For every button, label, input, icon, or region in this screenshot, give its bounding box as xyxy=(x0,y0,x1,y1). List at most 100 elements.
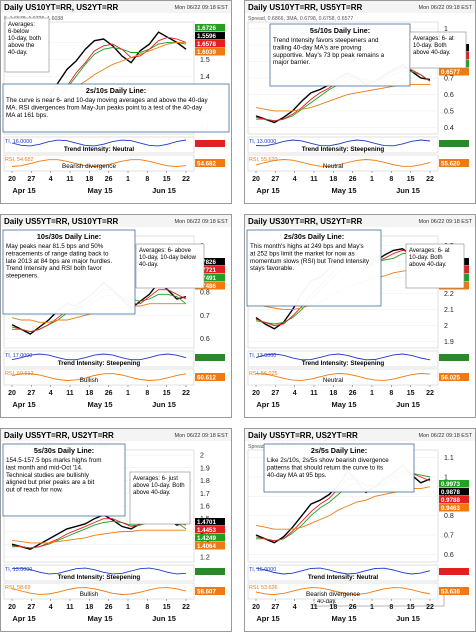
rsi-label: Bullish xyxy=(80,591,99,598)
x-tick-label: 22 xyxy=(182,390,190,397)
x-tick-label: 18 xyxy=(85,176,93,183)
ti-value: TI, 13.0000 xyxy=(249,353,276,359)
x-tick-label: 8 xyxy=(145,176,149,183)
x-tick-label: 22 xyxy=(182,176,190,183)
x-tick-label: 4 xyxy=(293,176,297,183)
x-tick-label: 8 xyxy=(145,390,149,397)
value-tag-bg xyxy=(439,488,469,496)
month-label: Jun 15 xyxy=(396,614,420,623)
ti-line xyxy=(11,139,187,147)
x-tick-label: 11 xyxy=(310,390,318,397)
chart-date: Mon 06/22 09:18 EST xyxy=(418,5,472,11)
ti-label: Trend Intensity: Steepening xyxy=(302,146,385,153)
y-tick-label: 1.1 xyxy=(444,455,454,462)
y-tick-label: 1.6 xyxy=(200,504,210,511)
title-bar xyxy=(1,429,231,441)
x-tick-label: 22 xyxy=(426,390,434,397)
month-label: Apr 15 xyxy=(12,614,35,623)
value-tag-bg xyxy=(439,480,469,488)
x-tick-label: 26 xyxy=(105,176,113,183)
x-tick-label: 1 xyxy=(126,390,130,397)
rsi-tag-bg xyxy=(439,373,469,381)
y-tick-label: 2 xyxy=(444,323,448,330)
ti-line xyxy=(255,353,431,361)
value-tag-bg xyxy=(195,542,225,550)
ti-tag xyxy=(195,568,225,575)
x-tick-label: 22 xyxy=(182,604,190,611)
series-line-3 xyxy=(11,529,186,544)
title-bar xyxy=(245,429,475,441)
chart-svg: Daily US5YT=RR, US10YT=RR Mon 06/22 09:18… xyxy=(0,214,232,418)
x-tick-label: 26 xyxy=(349,176,357,183)
month-label: Apr 15 xyxy=(12,186,35,195)
commentary-body: Like 2s/10s, 2s/5s show bearish divergen… xyxy=(267,457,389,479)
x-tick-label: 27 xyxy=(27,604,35,611)
ti-value: TI, 16.0000 xyxy=(249,567,276,573)
averages-box xyxy=(135,243,205,289)
rsi-line xyxy=(11,587,187,595)
y-tick-label: 0.7 xyxy=(200,313,210,320)
value-tag-bg xyxy=(195,258,225,266)
ti-tag xyxy=(195,140,225,147)
rsi-pane xyxy=(247,368,439,386)
x-tick-label: 27 xyxy=(27,390,35,397)
month-label: Jun 15 xyxy=(396,186,420,195)
ti-pane xyxy=(3,564,195,582)
rsi-tag: 55.620 xyxy=(441,161,460,168)
value-tag-bg xyxy=(439,496,469,504)
value-tag: 0.7826 xyxy=(197,259,216,266)
commentary-title: 2s/10s Daily Line: xyxy=(86,86,146,95)
rsi-value: RSI, 55.620 xyxy=(249,157,277,163)
chart-svg: Daily US5YT=RR, US2YT=RR Mon 06/22 09:18 … xyxy=(244,428,476,632)
rsi-tag: 56.025 xyxy=(441,375,460,382)
chart-panel-2s30s: Daily US30YT=RR, US2YT=RR Mon 06/22 09:18… xyxy=(244,214,476,418)
rsi-pane xyxy=(3,582,195,600)
ti-tag xyxy=(439,354,469,361)
x-tick-label: 1 xyxy=(126,604,130,611)
month-label: Jun 15 xyxy=(396,400,420,409)
x-tick-label: 27 xyxy=(27,176,35,183)
y-tick-label: 2 xyxy=(200,453,204,460)
value-tag-bg xyxy=(195,534,225,542)
y-tick-label: 1.7 xyxy=(200,491,210,498)
rsi-label: Bullish xyxy=(80,377,99,384)
x-tick-label: 15 xyxy=(407,390,415,397)
averages-text: Averages: 6- at 10-day. Both above 40-day. xyxy=(413,36,454,56)
x-tick-label: 8 xyxy=(389,604,393,611)
rsi-label: Bearish divergence xyxy=(306,591,360,598)
chart-title: Daily US10YT=RR, US2YT=RR xyxy=(4,3,118,12)
x-tick-label: 1 xyxy=(126,176,130,183)
y-tick-label: 1.8 xyxy=(200,478,210,485)
chart-panel-5s10s: Daily US10YT=RR, US5YT=RR Mon 06/22 09:18… xyxy=(244,0,476,204)
rsi-value: RSI, 60.612 xyxy=(5,371,33,377)
averages-box xyxy=(4,17,50,73)
month-label: May 15 xyxy=(331,614,356,623)
chart-date: Mon 06/22 09:18 EST xyxy=(174,433,228,439)
month-label: May 15 xyxy=(87,614,112,623)
x-tick-label: 4 xyxy=(49,390,53,397)
y-tick-label: 1.4 xyxy=(200,74,210,81)
y-tick-label: 0.6 xyxy=(444,552,454,559)
commentary-title: 5s/10s Daily Line: xyxy=(310,26,370,35)
value-tag: 1.6039 xyxy=(197,49,216,56)
commentary-title: 10s/30s Daily Line: xyxy=(37,232,101,241)
value-tag: 0.7486 xyxy=(197,283,216,290)
value-tag-bg xyxy=(439,68,469,76)
x-tick-label: 15 xyxy=(163,390,171,397)
x-tick-label: 20 xyxy=(252,176,260,183)
x-tick-label: 26 xyxy=(349,604,357,611)
x-tick-label: 20 xyxy=(8,390,16,397)
averages-box xyxy=(409,31,467,69)
commentary-box xyxy=(263,443,415,493)
x-tick-label: 8 xyxy=(389,390,393,397)
rsi-line xyxy=(255,587,431,595)
rsi-line xyxy=(255,159,431,167)
y-tick-label: 1.9 xyxy=(200,465,210,472)
month-label: Apr 15 xyxy=(256,400,279,409)
ti-label: Trend Intensity: Steepening xyxy=(302,360,385,367)
value-tag: 1.4064 xyxy=(197,543,216,550)
rsi-tag: 60.612 xyxy=(197,375,216,382)
title-bar xyxy=(245,215,475,227)
rsi-label: Neutral xyxy=(323,377,343,384)
chart-date: Mon 06/22 09:18 EST xyxy=(174,219,228,225)
